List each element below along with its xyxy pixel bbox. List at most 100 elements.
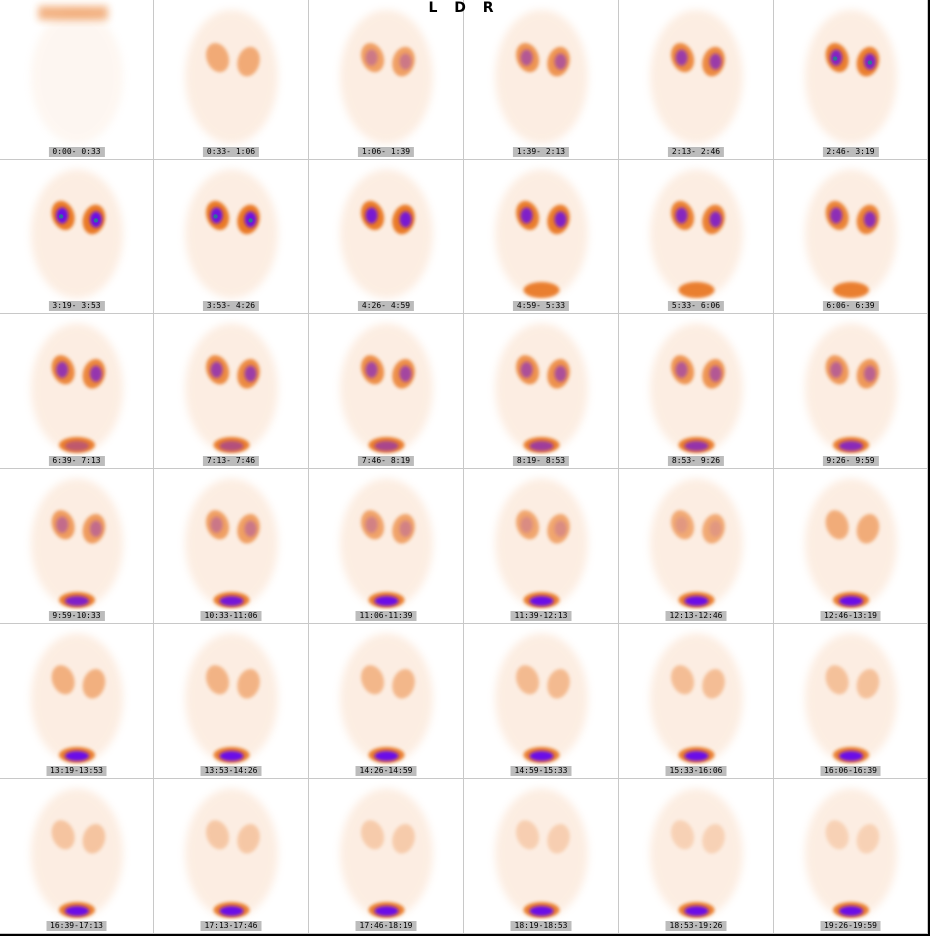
- scan-image: [804, 788, 898, 919]
- frame-time-label: 1:06- 1:39: [357, 147, 415, 157]
- right-kidney-uptake: [392, 669, 415, 699]
- bladder-uptake: [678, 282, 715, 298]
- scan-image: [495, 633, 588, 764]
- frame-time-label: 7:13- 7:46: [202, 456, 260, 466]
- frame-time-label: 19:26-19:59: [820, 921, 881, 931]
- frame-cell: 2:13- 2:46: [619, 0, 774, 160]
- frame-cell: 3:19- 3:53: [0, 160, 154, 314]
- left-kidney-uptake: [206, 820, 230, 850]
- frame-time-label: 14:26-14:59: [355, 766, 417, 776]
- right-kidney-uptake: [82, 669, 106, 699]
- frame-cell: 11:06-11:39: [309, 469, 464, 624]
- frame-cell: 14:26-14:59: [309, 624, 464, 779]
- frame-cell: 8:19- 8:53: [464, 314, 619, 469]
- frame-cell: 7:13- 7:46: [154, 314, 309, 469]
- left-kidney-uptake: [671, 820, 695, 850]
- left-kidney-uptake: [825, 665, 849, 695]
- frame-time-label: 1:39- 2:13: [512, 147, 570, 157]
- left-kidney-uptake: [361, 665, 385, 695]
- frame-cell: 8:53- 9:26: [619, 314, 774, 469]
- frame-time-label: 10:33-11:06: [200, 611, 262, 621]
- frame-cell: 13:53-14:26: [154, 624, 309, 779]
- frame-cell: 0:00- 0:33: [0, 0, 154, 160]
- scan-image: [804, 478, 898, 609]
- scan-image: [185, 788, 278, 919]
- frame-time-label: 18:19-18:53: [510, 921, 572, 931]
- scan-image: [30, 788, 124, 919]
- frame-time-label: 4:59- 5:33: [512, 301, 570, 311]
- frame-time-label: 0:33- 1:06: [202, 147, 260, 157]
- frame-time-label: 18:53-19:26: [665, 921, 727, 931]
- scan-image: [340, 323, 433, 454]
- scan-image: [650, 478, 743, 609]
- scan-image: [495, 169, 588, 299]
- frame-time-label: 11:06-11:39: [355, 611, 417, 621]
- frame-time-label: 5:33- 6:06: [667, 301, 725, 311]
- frame-cell: 12:46-13:19: [774, 469, 928, 624]
- frame-cell: 13:19-13:53: [0, 624, 154, 779]
- frame-cell: 17:13-17:46: [154, 779, 309, 934]
- frame-time-label: 16:39-17:13: [46, 921, 107, 931]
- frame-time-label: 2:13- 2:46: [667, 147, 725, 157]
- frame-cell: 9:26- 9:59: [774, 314, 928, 469]
- frame-time-label: 4:26- 4:59: [357, 301, 415, 311]
- scan-image: [30, 169, 124, 299]
- frame-cell: 4:59- 5:33: [464, 160, 619, 314]
- frame-cell: 19:26-19:59: [774, 779, 928, 934]
- right-kidney-uptake: [702, 824, 725, 854]
- frame-cell: 5:33- 6:06: [619, 160, 774, 314]
- orientation-label: L D R: [428, 0, 500, 16]
- scan-image: [185, 9, 278, 144]
- scan-image: [185, 323, 278, 454]
- left-kidney-uptake: [361, 820, 385, 850]
- left-kidney-uptake: [825, 510, 849, 540]
- scan-image: [340, 788, 433, 919]
- right-kidney-uptake: [392, 824, 415, 854]
- right-kidney-uptake: [237, 669, 260, 699]
- frame-time-label: 8:19- 8:53: [512, 456, 570, 466]
- frame-time-label: 16:06-16:39: [820, 766, 881, 776]
- scan-image: [30, 478, 124, 609]
- frame-cell: 2:46- 3:19: [774, 0, 928, 160]
- frame-cell: 17:46-18:19: [309, 779, 464, 934]
- scan-image: [650, 788, 743, 919]
- frame-cell: 0:33- 1:06: [154, 0, 309, 160]
- frame-time-label: 3:53- 4:26: [202, 301, 260, 311]
- frame-time-label: 13:19-13:53: [46, 766, 107, 776]
- frame-cell: 6:39- 7:13: [0, 314, 154, 469]
- right-kidney-uptake: [856, 514, 880, 544]
- scan-image: [30, 633, 124, 764]
- right-kidney-uptake: [237, 824, 260, 854]
- frame-cell: 9:59-10:33: [0, 469, 154, 624]
- frame-cell: 6:06- 6:39: [774, 160, 928, 314]
- frame-cell: 10:33-11:06: [154, 469, 309, 624]
- scan-image: [495, 9, 588, 144]
- scan-image: [495, 478, 588, 609]
- frame-time-label: 17:46-18:19: [355, 921, 417, 931]
- scan-image: [340, 633, 433, 764]
- frame-time-label: 11:39-12:13: [510, 611, 572, 621]
- frame-cell: 1:39- 2:13: [464, 0, 619, 160]
- frame-time-label: 6:06- 6:39: [822, 301, 879, 311]
- frame-cell: 4:26- 4:59: [309, 160, 464, 314]
- scan-image: [650, 633, 743, 764]
- left-kidney-uptake: [516, 665, 540, 695]
- frame-time-label: 7:46- 8:19: [357, 456, 415, 466]
- scan-image: [650, 323, 743, 454]
- frame-time-label: 6:39- 7:13: [48, 456, 105, 466]
- bladder-uptake: [833, 282, 869, 298]
- frame-time-label: 13:53-14:26: [200, 766, 262, 776]
- frame-time-label: 8:53- 9:26: [667, 456, 725, 466]
- frame-cell: 18:19-18:53: [464, 779, 619, 934]
- scan-image: [30, 323, 124, 454]
- frame-cell: 14:59-15:33: [464, 624, 619, 779]
- frame-cell: 15:33-16:06: [619, 624, 774, 779]
- left-kidney-uptake: [206, 665, 230, 695]
- frame-time-label: 3:19- 3:53: [48, 301, 105, 311]
- right-kidney-uptake: [547, 669, 570, 699]
- scan-image: [495, 323, 588, 454]
- scan-image: [30, 6, 124, 144]
- frame-time-label: 17:13-17:46: [200, 921, 262, 931]
